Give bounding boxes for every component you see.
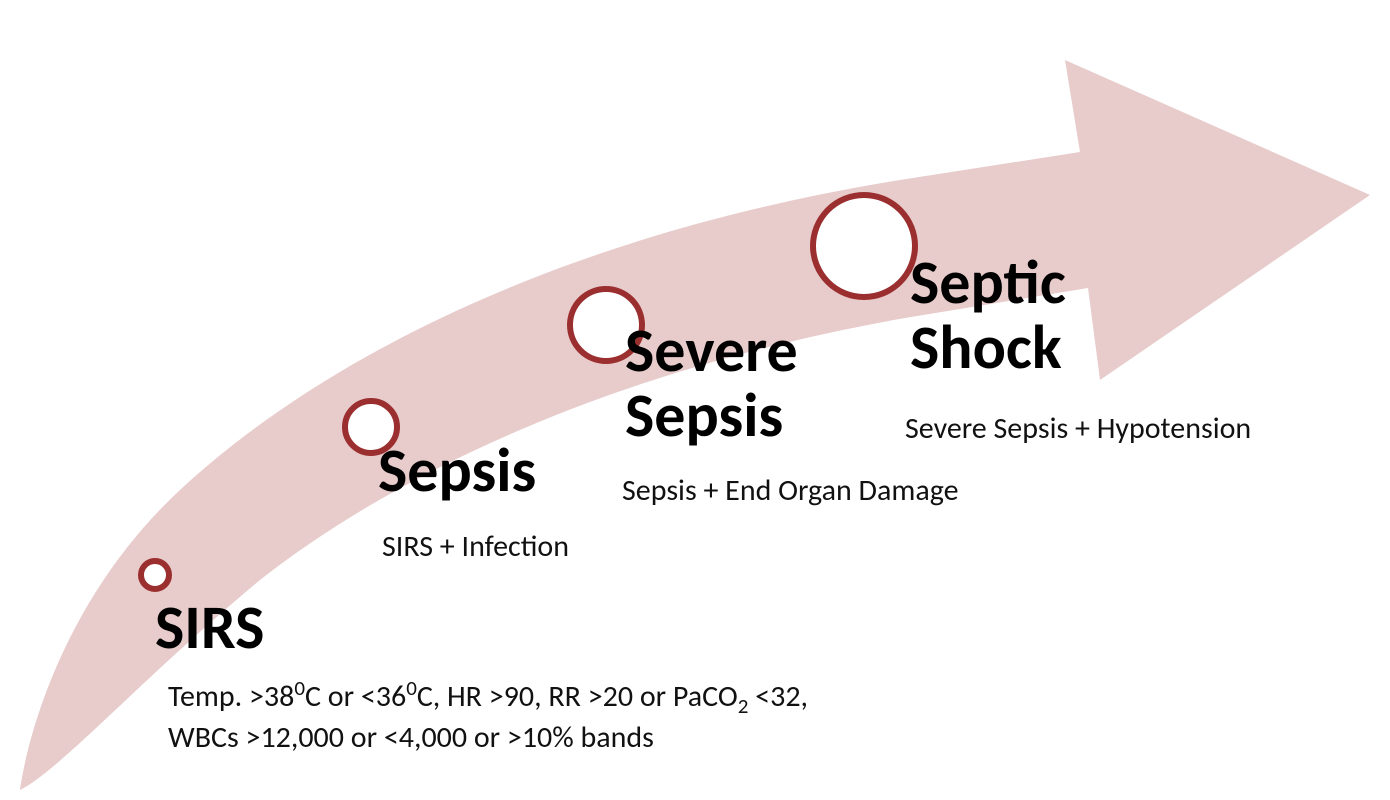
stage-title-sepsis: Sepsis bbox=[378, 438, 536, 503]
diagram-canvas: SIRS Temp. >380C or <360C, HR >90, RR >2… bbox=[0, 0, 1390, 800]
stage-marker-sirs bbox=[138, 558, 172, 592]
stage-desc-septic-shock: Severe Sepsis + Hypotension bbox=[905, 410, 1251, 448]
stage-title-severe-sepsis: SevereSepsis bbox=[625, 318, 798, 448]
stage-marker-septic-shock bbox=[810, 192, 918, 300]
stage-desc-sirs: Temp. >380C or <360C, HR >90, RR >20 or … bbox=[168, 675, 808, 757]
stage-desc-severe-sepsis: Sepsis + End Organ Damage bbox=[622, 472, 959, 510]
stage-title-sirs: SIRS bbox=[155, 595, 264, 660]
stage-title-septic-shock: SepticShock bbox=[910, 250, 1066, 380]
stage-desc-sepsis: SIRS + Infection bbox=[382, 528, 569, 566]
